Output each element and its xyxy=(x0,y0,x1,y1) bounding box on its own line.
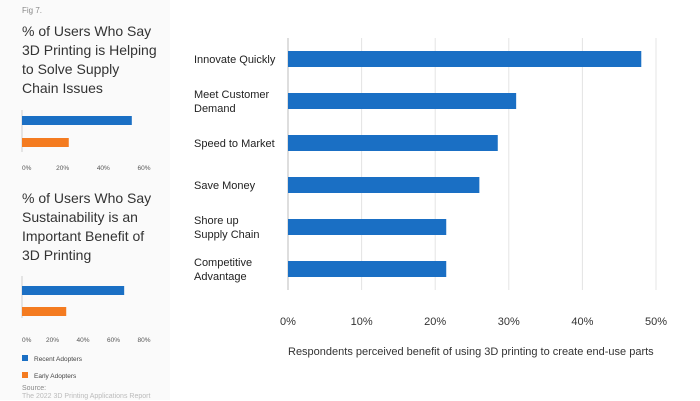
bar xyxy=(288,177,480,193)
bar xyxy=(288,93,517,109)
legend-swatch xyxy=(22,355,28,361)
mini-tick-label: 60% xyxy=(137,165,150,172)
mini-tick-label: 20% xyxy=(46,337,59,344)
x-axis-label: Respondents perceived benefit of using 3… xyxy=(288,346,654,358)
mini-chart-2: 0% 20% 40% 60% 80% Recent Adopters Early Adopt… xyxy=(21,276,151,380)
title-line: Chain Issues xyxy=(22,80,103,96)
mini-tick-label: 40% xyxy=(76,337,89,344)
tick-label: 10% xyxy=(351,316,373,328)
title-line: 3D Printing is Helping xyxy=(22,42,157,58)
title-line: Sustainability is an xyxy=(22,209,138,225)
main-chart: Innovate Quickly Meet Customer Demand Speed… xyxy=(194,38,667,358)
mini-chart-2-title: % of Users Who Say Sustainability is an … xyxy=(22,189,172,265)
tick-label: 40% xyxy=(571,316,593,328)
tick-label: 50% xyxy=(645,316,667,328)
tick-label: 30% xyxy=(498,316,520,328)
category-label: Save Money xyxy=(194,180,256,192)
mini-tick-label: 0% xyxy=(22,165,32,172)
source-text: The 2022 3D Printing Applications Report xyxy=(22,393,151,400)
title-line: 3D Printing xyxy=(22,247,92,263)
mini-bar xyxy=(22,286,125,295)
source-note: Source: The 2022 3D Printing Application… xyxy=(22,385,150,401)
category-label: Shore up xyxy=(194,215,239,227)
tick-label: 0% xyxy=(280,316,296,328)
category-label: Demand xyxy=(194,103,236,115)
category-label: Competitive xyxy=(194,257,252,269)
source-label: Source: xyxy=(22,385,47,392)
mini-tick-label: 40% xyxy=(97,165,110,172)
mini-tick-label: 20% xyxy=(56,165,69,172)
figure-label: Fig 7. xyxy=(22,6,43,15)
category-label: Supply Chain xyxy=(194,229,259,241)
left-panel: Fig 7. % of Users Who Say 3D Printing is… xyxy=(0,0,170,400)
bar xyxy=(288,51,642,67)
mini-chart-1: 0% 20% 40% 60% xyxy=(21,110,151,172)
legend-label: Early Adopters xyxy=(34,373,77,380)
bar xyxy=(288,135,498,151)
title-line: Important Benefit of xyxy=(22,228,145,244)
title-line: % of Users Who Say xyxy=(22,23,152,39)
category-label: Meet Customer xyxy=(194,89,270,101)
mini-tick-label: 0% xyxy=(22,337,32,344)
title-line: % of Users Who Say xyxy=(22,190,152,206)
title-line: to Solve Supply xyxy=(22,61,120,77)
category-label: Innovate Quickly xyxy=(194,54,276,66)
mini-tick-label: 60% xyxy=(107,337,120,344)
legend-swatch xyxy=(22,372,28,378)
legend-label: Recent Adopters xyxy=(34,356,83,363)
tick-label: 20% xyxy=(424,316,446,328)
mini-chart-1-title: % of Users Who Say 3D Printing is Helpin… xyxy=(22,22,172,98)
mini-bar xyxy=(22,138,69,147)
category-label: Advantage xyxy=(194,271,247,283)
bar xyxy=(288,261,447,277)
mini-bar xyxy=(22,307,67,316)
category-label: Speed to Market xyxy=(194,138,275,150)
mini-tick-label: 80% xyxy=(137,337,150,344)
bar xyxy=(288,219,447,235)
mini-bar xyxy=(22,116,132,125)
